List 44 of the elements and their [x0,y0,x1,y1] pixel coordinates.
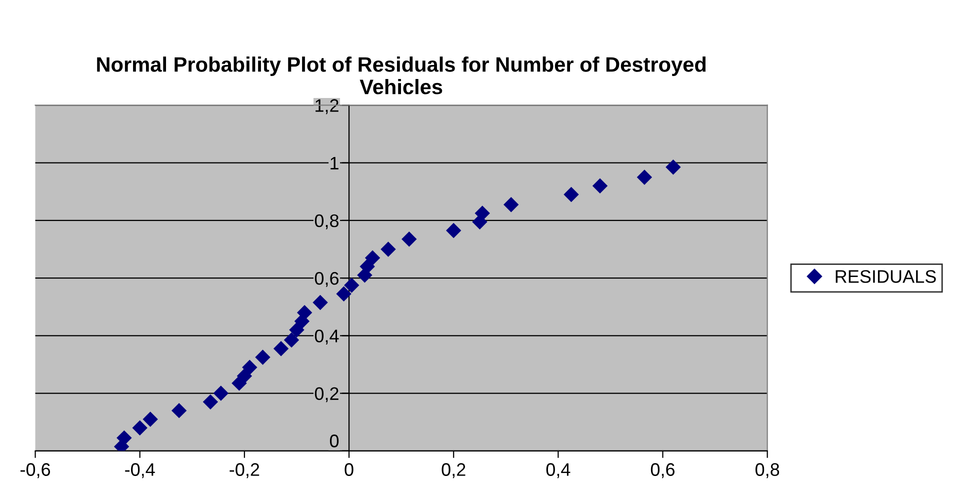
x-tick-label: 0 [344,463,354,476]
point [255,350,270,365]
point [142,412,158,427]
point [296,305,312,320]
point [446,222,462,238]
point [474,206,490,221]
point [171,402,187,418]
y-tick-label: 0,2 [314,387,338,402]
point [132,420,148,436]
point [242,360,258,375]
point [202,394,218,410]
y-tick-label: 1,2 [316,99,338,114]
y-tick-label: 0,4 [314,330,339,345]
point [380,242,396,257]
x-tick-label: 0,6 [650,463,675,478]
x-tick-label: 0,2 [442,463,466,478]
point [504,196,519,212]
x-tick-label: -0,2 [230,463,260,478]
point [592,178,608,194]
point [666,160,681,175]
point [116,430,132,446]
point [336,286,352,302]
point [564,186,579,202]
y-tick-label: 0,8 [314,214,339,230]
point [213,386,229,401]
x-tick-label: -0,4 [125,463,155,478]
y-tick-label: 0,6 [314,272,339,287]
chart-title: Normal Probability Plot of Residuals for Number of Destroyed Vehicles [97,56,706,94]
point [236,368,252,384]
point [289,322,304,338]
point [364,250,380,266]
legend-label: RESIDUALS [836,270,936,283]
y-tick-label: 1 [330,156,338,170]
point [636,170,652,185]
point [312,294,328,310]
point [402,232,417,247]
point [360,258,375,274]
x-tick-label: -0,6 [20,463,50,478]
x-tick-label: 0,8 [755,463,780,478]
point [273,341,289,356]
point [284,332,300,348]
y-tick-label: 0 [330,434,339,448]
x-tick-label: 0,4 [546,463,570,478]
point [344,278,360,293]
